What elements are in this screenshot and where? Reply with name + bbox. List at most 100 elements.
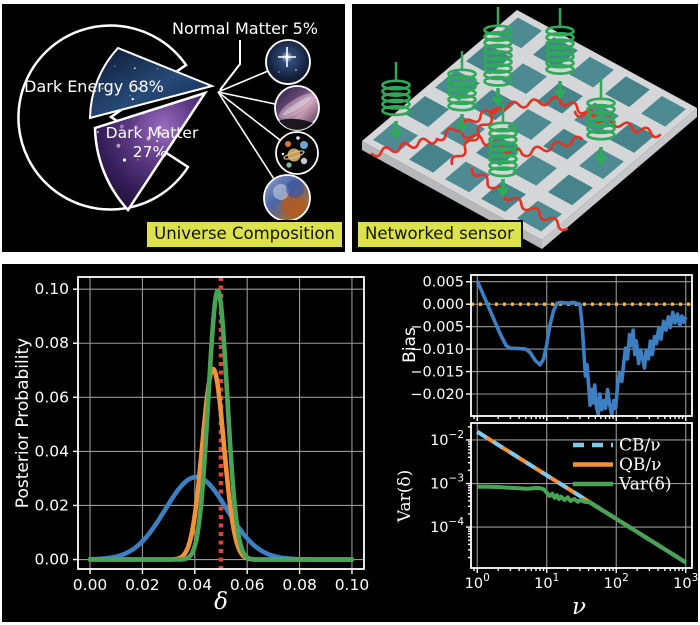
variance-ylabel: Var(δ) xyxy=(395,470,415,523)
Var-curve xyxy=(477,484,687,565)
tick-label: −0.020 xyxy=(410,387,464,403)
dark-matter-percent: 27% xyxy=(133,143,167,161)
panel-universe-composition: Normal Matter 5% Dark Energy 68% Dark Ma… xyxy=(2,4,345,252)
star-dot xyxy=(101,87,104,90)
tick-label: 0.005 xyxy=(422,275,464,291)
CB-curve xyxy=(476,430,687,565)
star-dot xyxy=(113,65,116,67)
star-dot xyxy=(137,87,140,90)
tick-label: 102 xyxy=(604,572,629,592)
pie-slice-normal-matter xyxy=(88,46,216,120)
panel-plots: 0.00 0.02 0.04 0.06 0.08 0.10 0.00 0.02 0.04 0.06… xyxy=(2,264,698,622)
tick-label: 10−3 xyxy=(430,473,464,493)
sensor-square xyxy=(605,76,650,108)
tick-label: 0.08 xyxy=(282,576,317,594)
star-dot xyxy=(195,119,198,123)
star-dot xyxy=(155,139,159,143)
normal-matter-label: Normal Matter 5% xyxy=(172,19,318,38)
posterior-ylabel: Posterior Probability xyxy=(13,338,33,508)
star-dot xyxy=(136,158,139,161)
arrow-down-icon xyxy=(491,97,505,107)
star-dot xyxy=(189,156,192,159)
star-icon xyxy=(265,39,311,85)
arrow-down-icon xyxy=(389,130,403,140)
legend-label-2: QB/ν xyxy=(619,455,662,475)
arrow-down-icon xyxy=(594,156,608,166)
spring-sensor xyxy=(545,8,575,100)
universe-pie-chart: Normal Matter 5% Dark Energy 68% Dark Ma… xyxy=(17,19,320,222)
star-dot xyxy=(157,152,161,156)
star-dot xyxy=(173,97,178,102)
tick-label: 100 xyxy=(465,572,490,592)
tick-label: −0.010 xyxy=(410,342,464,358)
tick-label: 0.10 xyxy=(34,280,69,298)
variance-xlabel: ν xyxy=(572,594,586,620)
star-dot xyxy=(122,158,127,162)
spring-sensor xyxy=(483,7,513,107)
star-dot xyxy=(201,100,204,103)
sensor-square xyxy=(404,96,449,127)
networked-sensor-badge: Networked sensor xyxy=(356,220,523,249)
legend-label-3: Var(δ) xyxy=(618,475,671,495)
sensor-square xyxy=(409,141,454,173)
plots-svg: 0.00 0.02 0.04 0.06 0.08 0.10 0.00 0.02 0.04 0.06… xyxy=(13,274,698,620)
star-dot xyxy=(177,141,180,145)
plot-frame xyxy=(77,276,365,570)
sensor-square xyxy=(507,109,552,140)
tick-label: 0.00 xyxy=(73,576,108,594)
planets-icon xyxy=(275,131,319,175)
sensor-square xyxy=(445,161,490,193)
sensor-illustration xyxy=(362,7,697,249)
callout-fan-lines xyxy=(217,70,281,180)
photon-wave xyxy=(496,95,562,112)
spring-sensor xyxy=(381,62,411,140)
photon-wave xyxy=(520,135,584,158)
arrow-down-icon xyxy=(455,123,469,133)
tick-label: 0.04 xyxy=(178,576,213,594)
star-dot xyxy=(119,124,124,129)
milky-way-icon xyxy=(274,85,320,131)
arrow-down-icon xyxy=(553,90,567,100)
photon-wave xyxy=(450,107,500,166)
photon-wave xyxy=(470,167,505,196)
tick-label: 0.02 xyxy=(34,496,69,514)
tick-label: 0.00 xyxy=(34,551,69,569)
dark-energy-label: Dark Energy 68% xyxy=(24,77,164,96)
sensor-square xyxy=(569,56,614,88)
sensor-square xyxy=(512,154,557,186)
tick-label: 0.06 xyxy=(230,576,265,594)
bias-ylabel: Bias xyxy=(400,327,420,363)
tick-label: 0.06 xyxy=(34,388,69,406)
star-dot xyxy=(186,186,192,191)
tick-label: 0.04 xyxy=(34,442,69,460)
bias-plot: 0.005 0.000 −0.005 −0.010 −0.015 −0.020 xyxy=(410,274,693,421)
photon-wave xyxy=(435,105,500,142)
tick-label: −0.015 xyxy=(410,365,464,381)
sensor-square xyxy=(610,122,655,153)
sensor-square xyxy=(502,63,547,95)
arrow-down-icon xyxy=(496,188,510,198)
spring-sensor xyxy=(447,51,477,133)
plot-frame xyxy=(470,422,693,569)
plot-frame xyxy=(470,274,693,417)
tick-label: 0.02 xyxy=(125,576,160,594)
cosmic-web-icon xyxy=(263,174,311,222)
plate-side-right xyxy=(542,108,697,249)
star-dot xyxy=(133,67,136,70)
star-dot xyxy=(172,205,175,209)
tick-label: −0.005 xyxy=(410,320,464,336)
tick-label: 101 xyxy=(534,572,559,592)
tick-label: 0.10 xyxy=(335,576,370,594)
star-dot xyxy=(156,68,159,70)
posterior-xlabel: δ xyxy=(214,589,228,615)
sensor-springs xyxy=(381,7,616,198)
legend-label-1: CB/ν xyxy=(619,436,661,456)
posterior-plot: 0.00 0.02 0.04 0.06 0.08 0.10 0.00 0.02 0.04 0.06… xyxy=(34,276,370,594)
star-dot xyxy=(97,131,99,133)
star-dot xyxy=(129,95,131,97)
bias-curve xyxy=(475,280,688,417)
sensor-square xyxy=(641,95,686,127)
spring-sensor xyxy=(586,80,616,166)
